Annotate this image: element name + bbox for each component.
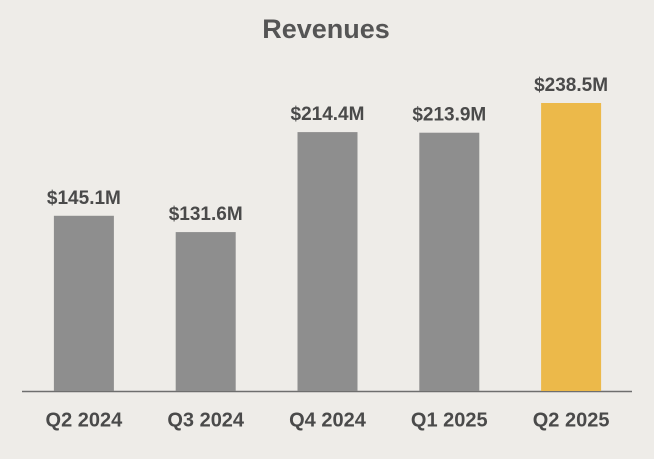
bar bbox=[175, 232, 236, 391]
value-label: $214.4M bbox=[291, 104, 365, 125]
bar bbox=[419, 132, 480, 391]
x-tick-label: Q1 2025 bbox=[411, 409, 488, 431]
value-label: $238.5M bbox=[534, 75, 608, 96]
chart-title: Revenues bbox=[262, 14, 390, 44]
value-label: $213.9M bbox=[412, 105, 486, 126]
bar bbox=[297, 132, 358, 392]
value-label: $145.1M bbox=[47, 188, 121, 209]
x-tick-label: Q2 2025 bbox=[533, 409, 610, 431]
bar bbox=[53, 215, 114, 391]
x-tick-label: Q4 2024 bbox=[289, 409, 367, 431]
bar bbox=[541, 103, 602, 391]
value-label: $131.6M bbox=[169, 204, 243, 225]
x-tick-label: Q2 2024 bbox=[46, 409, 124, 431]
x-tick-label: Q3 2024 bbox=[167, 409, 245, 431]
